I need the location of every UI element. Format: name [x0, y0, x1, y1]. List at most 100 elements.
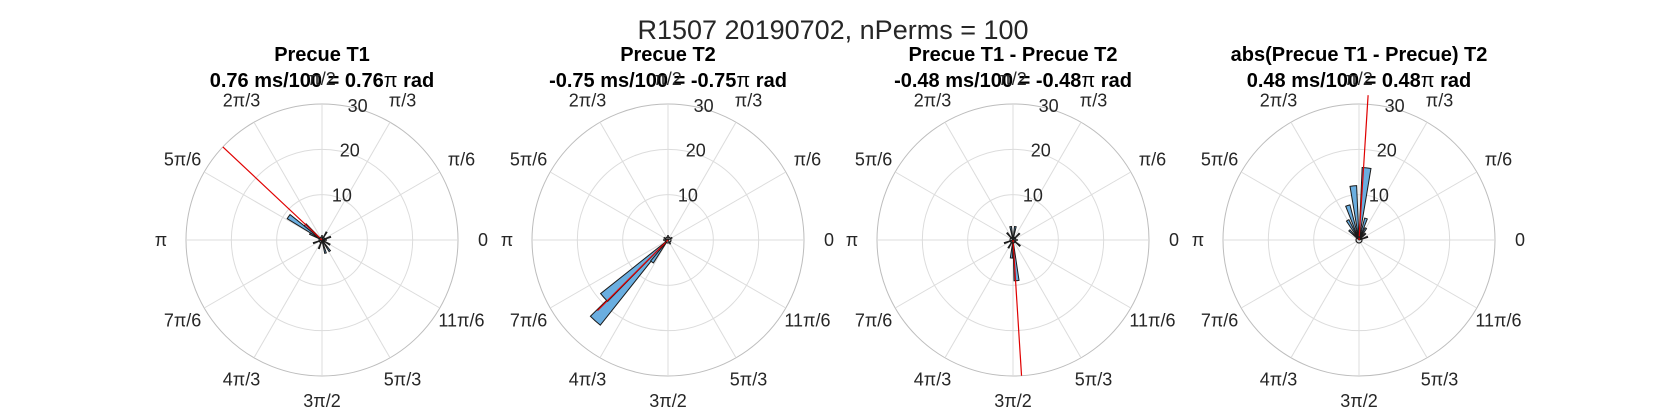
histogram-bin	[1349, 185, 1360, 241]
pi-symbol: π	[1081, 70, 1095, 92]
polar-panel-3: Precue T1 - Precue T2 -0.48 ms/100 = -0.4…	[846, 44, 1179, 411]
angular-grid-line	[667, 171, 787, 241]
angle-tick-label: π/2	[654, 69, 681, 89]
angle-tick-label: π	[1192, 230, 1204, 250]
panel-title: abs(Precue T1 - Precue) T2	[1231, 44, 1488, 66]
angle-tick-label: 5π/3	[1421, 369, 1458, 389]
angle-tick-label: 7π/6	[164, 311, 201, 331]
radial-tick-label: 30	[694, 96, 714, 116]
polar-panel-4: abs(Precue T1 - Precue) T2 0.48 ms/100 = …	[1192, 44, 1525, 411]
angular-grid-line	[944, 121, 1014, 241]
histogram-bin	[1012, 232, 1021, 241]
angular-grid-line	[1358, 171, 1478, 241]
mean-direction-line	[1358, 95, 1369, 241]
angular-grid-line	[321, 121, 391, 241]
pi-symbol: π	[1421, 70, 1435, 92]
polar-panel-1: Precue T10.76 ms/100 = 0.76π rad1020300π…	[155, 44, 488, 411]
angle-tick-label: π/6	[1485, 150, 1512, 170]
angle-tick-label: π/3	[1080, 91, 1107, 111]
angle-tick-label: 11π/6	[438, 311, 484, 331]
panel-title: Precue T2	[620, 44, 716, 66]
histogram-bin	[1012, 239, 1019, 241]
center-marker	[1009, 236, 1017, 244]
angular-grid-line	[321, 239, 441, 309]
polar-panel-2: Precue T2-0.75 ms/100 = -0.75π rad102030…	[501, 44, 834, 411]
angle-tick-label: 7π/6	[1201, 311, 1238, 331]
radial-tick-label: 10	[332, 185, 352, 205]
angular-grid-line	[203, 239, 323, 309]
radial-tick-label: 10	[678, 185, 698, 205]
radial-tick-label: 10	[1023, 185, 1043, 205]
histogram-bin	[1345, 219, 1360, 241]
angular-grid-line	[321, 239, 391, 359]
histogram-bin	[1007, 239, 1014, 249]
angle-tick-label: 7π/6	[510, 311, 547, 331]
panel-subtitle-unit: rad	[1095, 70, 1132, 92]
angle-tick-label: 2π/3	[223, 91, 260, 111]
panel-subtitle: -0.75 ms/100 = -0.75π rad	[549, 70, 787, 92]
center-marker	[664, 236, 672, 244]
angle-tick-label: π/2	[999, 69, 1026, 89]
histogram-bin	[599, 239, 669, 303]
angle-tick-label: 4π/3	[914, 369, 951, 389]
angle-tick-label: 5π/6	[855, 150, 892, 170]
panel-subtitle-value: -0.48 ms/100 = -0.48	[894, 70, 1081, 92]
angle-tick-label: 7π/6	[855, 311, 892, 331]
angular-grid-line	[321, 171, 441, 241]
panel-subtitle-value: 0.48 ms/100 = 0.48	[1247, 70, 1421, 92]
histogram-bin	[321, 239, 328, 241]
panel-subtitle: 0.48 ms/100 = 0.48π rad	[1247, 70, 1472, 92]
angle-tick-label: 11π/6	[1475, 311, 1521, 331]
angle-tick-label: 4π/3	[1260, 369, 1297, 389]
angle-tick-label: 2π/3	[1260, 91, 1297, 111]
angular-grid-line	[894, 239, 1014, 309]
angular-grid-line	[1358, 239, 1478, 309]
angle-tick-label: π/6	[448, 150, 475, 170]
angular-grid-line	[1012, 121, 1082, 241]
angle-tick-label: 5π/3	[730, 369, 767, 389]
angle-tick-label: π/6	[1139, 150, 1166, 170]
panel-subtitle-unit: rad	[1435, 70, 1472, 92]
histogram-bin	[1348, 229, 1360, 241]
pi-symbol: π	[384, 70, 398, 92]
panel-subtitle: 0.76 ms/100 = 0.76π rad	[210, 70, 435, 92]
panel-title: Precue T1	[274, 44, 370, 66]
histogram-bin	[312, 239, 323, 245]
panel-subtitle: -0.48 ms/100 = -0.48π rad	[894, 70, 1132, 92]
angular-grid-line	[1240, 239, 1360, 309]
radial-tick-label: 30	[1039, 96, 1059, 116]
mean-direction-line	[1012, 239, 1023, 376]
angular-grid-line	[1012, 239, 1132, 309]
angle-tick-label: π/3	[735, 91, 762, 111]
angle-tick-label: 0	[824, 230, 834, 250]
angle-tick-label: 11π/6	[784, 311, 830, 331]
radial-tick-label: 20	[340, 141, 360, 161]
pi-symbol: π	[736, 70, 750, 92]
histogram-bin	[321, 239, 331, 246]
angular-grid-line	[944, 239, 1014, 359]
angular-grid-line	[549, 239, 669, 309]
angular-grid-line	[894, 171, 1014, 241]
angular-grid-line	[1358, 239, 1428, 359]
angle-tick-label: 3π/2	[303, 391, 340, 411]
histogram-bin	[649, 239, 669, 264]
radial-tick-label: 20	[1031, 141, 1051, 161]
radial-tick-label: 30	[348, 96, 368, 116]
angle-tick-label: 5π/3	[384, 369, 421, 389]
angular-grid-line	[667, 121, 737, 241]
angle-tick-label: 2π/3	[569, 91, 606, 111]
center-marker	[318, 236, 326, 244]
angle-tick-label: 4π/3	[223, 369, 260, 389]
histogram-bin	[321, 231, 328, 241]
angle-tick-label: 11π/6	[1129, 311, 1175, 331]
angular-grid-line	[1012, 171, 1132, 241]
angle-tick-label: π	[155, 230, 167, 250]
angular-grid-line	[1012, 239, 1082, 359]
angle-tick-label: π/6	[794, 150, 821, 170]
angular-grid-line	[667, 239, 787, 309]
histogram-bin	[1012, 239, 1021, 247]
angle-tick-label: 5π/6	[1201, 150, 1238, 170]
angular-grid-line	[253, 121, 323, 241]
histogram-bin	[589, 239, 669, 326]
